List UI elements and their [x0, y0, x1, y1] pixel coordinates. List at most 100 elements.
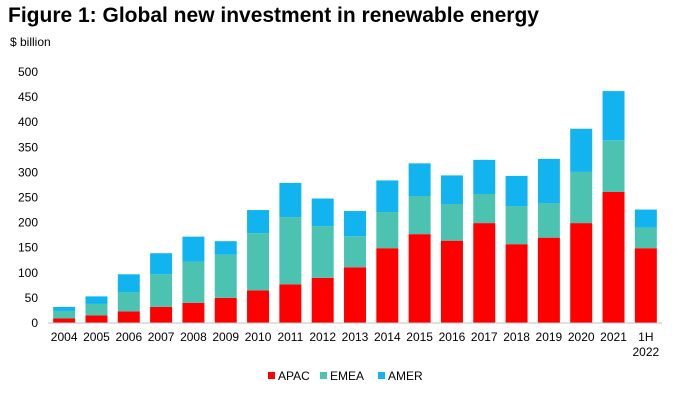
bar-amer-2014	[376, 180, 399, 213]
bar-emea-2004	[53, 310, 76, 319]
x-tick-label: 2009	[212, 330, 239, 344]
bar-amer-2018	[505, 175, 528, 207]
y-tick-label: 0	[31, 316, 38, 330]
bar-amer-2016	[440, 175, 463, 205]
bar-apac-1h-2022	[634, 248, 657, 323]
bar-amer-1h-2022	[634, 209, 657, 228]
bar-emea-2018	[505, 206, 528, 245]
x-tick-label: 2020	[568, 330, 595, 344]
x-tick-label: 2005	[83, 330, 110, 344]
bar-emea-2008	[182, 261, 205, 303]
y-axis-ticks: 0 50 100 150 200 250 300 350 400 450 500	[18, 65, 38, 330]
x-tick-label: 2015	[406, 330, 433, 344]
x-tick-label: 2012	[309, 330, 336, 344]
bar-emea-2016	[440, 204, 463, 241]
bar-emea-1h-2022	[634, 227, 657, 249]
bar-apac-2008	[182, 302, 205, 323]
legend: APAC EMEA AMER	[268, 369, 423, 383]
y-tick-label: 100	[18, 266, 38, 280]
bar-emea-2009	[214, 254, 237, 298]
legend-label-emea: EMEA	[330, 369, 364, 383]
bar-amer-2017	[473, 159, 496, 194]
bar-emea-2019	[537, 203, 560, 238]
x-tick-label: 2018	[503, 330, 530, 344]
bar-emea-2011	[279, 217, 302, 285]
legend-swatch-amer	[378, 372, 385, 379]
x-tick-label: 2011	[277, 330, 303, 344]
x-tick-label: 2010	[245, 330, 272, 344]
bar-emea-2005	[85, 303, 108, 316]
y-tick-label: 400	[18, 115, 38, 129]
chart-title: Figure 1: Global new investment in renew…	[8, 4, 539, 27]
bars	[53, 91, 657, 323]
bar-apac-2006	[117, 311, 140, 323]
bar-amer-2005	[85, 296, 108, 304]
bar-apac-2009	[214, 297, 237, 323]
bar-emea-2010	[247, 233, 270, 291]
legend-label-amer: AMER	[388, 369, 423, 383]
bar-emea-2015	[408, 195, 431, 235]
bar-apac-2017	[473, 223, 496, 323]
y-tick-label: 200	[18, 216, 38, 230]
x-tick-label: 2007	[148, 330, 175, 344]
bar-apac-2021	[602, 191, 625, 323]
bar-emea-2020	[570, 171, 593, 224]
legend-swatch-emea	[320, 372, 327, 379]
bar-apac-2011	[279, 284, 302, 323]
y-tick-label: 300	[18, 165, 38, 179]
x-tick-label: 2017	[471, 330, 498, 344]
bar-apac-2019	[537, 237, 560, 323]
y-axis-unit-label: $ billion	[10, 35, 51, 49]
bar-apac-2020	[570, 223, 593, 323]
bar-apac-2004	[53, 318, 76, 323]
x-tick-label: 2016	[439, 330, 466, 344]
x-axis-ticks: 2004 2005 2006 2007 2008 2009 2010 2011 2012 2013…	[51, 330, 660, 359]
bar-apac-2007	[150, 306, 173, 323]
bar-apac-2014	[376, 248, 399, 323]
bar-emea-2007	[150, 274, 173, 307]
x-tick-label: 2014	[374, 330, 401, 344]
y-tick-label: 350	[18, 140, 38, 154]
bar-emea-2012	[311, 226, 334, 278]
bar-amer-2008	[182, 236, 205, 262]
x-tick-label: 2006	[115, 330, 142, 344]
bar-emea-2021	[602, 140, 625, 192]
bar-amer-2010	[247, 210, 270, 234]
bar-apac-2010	[247, 290, 270, 323]
bar-amer-2015	[408, 163, 431, 196]
bar-amer-2006	[117, 274, 140, 293]
bar-emea-2013	[344, 236, 366, 268]
x-tick-label: 2008	[180, 330, 207, 344]
bar-amer-2019	[537, 158, 560, 204]
legend-swatch-apac	[268, 372, 275, 379]
bar-apac-2012	[311, 277, 334, 323]
y-tick-label: 450	[18, 90, 38, 104]
bar-apac-2015	[408, 234, 431, 323]
bar-amer-2012	[311, 198, 334, 227]
bar-emea-2017	[473, 193, 496, 224]
x-tick-label: 2004	[51, 330, 78, 344]
bar-amer-2009	[214, 241, 237, 255]
bar-amer-2021	[602, 91, 625, 141]
x-tick-label: 2021	[600, 330, 627, 344]
y-tick-label: 250	[18, 191, 38, 205]
bar-amer-2004	[53, 306, 76, 311]
x-tick-label: 1H 2022	[632, 330, 659, 359]
legend-label-apac: APAC	[278, 369, 310, 383]
bar-amer-2011	[279, 182, 302, 218]
bar-amer-2007	[150, 253, 173, 275]
bar-emea-2014	[376, 212, 399, 249]
bar-apac-2018	[505, 244, 528, 323]
bar-apac-2013	[344, 267, 366, 323]
x-tick-label: 2019	[536, 330, 563, 344]
bar-apac-2005	[85, 315, 108, 323]
x-tick-label: 2013	[342, 330, 369, 344]
bar-emea-2006	[117, 292, 140, 312]
bar-amer-2013	[344, 211, 366, 237]
bar-amer-2020	[570, 128, 593, 172]
y-tick-label: 150	[18, 241, 38, 255]
bar-apac-2016	[440, 240, 463, 323]
y-tick-label: 50	[25, 291, 39, 305]
y-tick-label: 500	[18, 65, 38, 79]
